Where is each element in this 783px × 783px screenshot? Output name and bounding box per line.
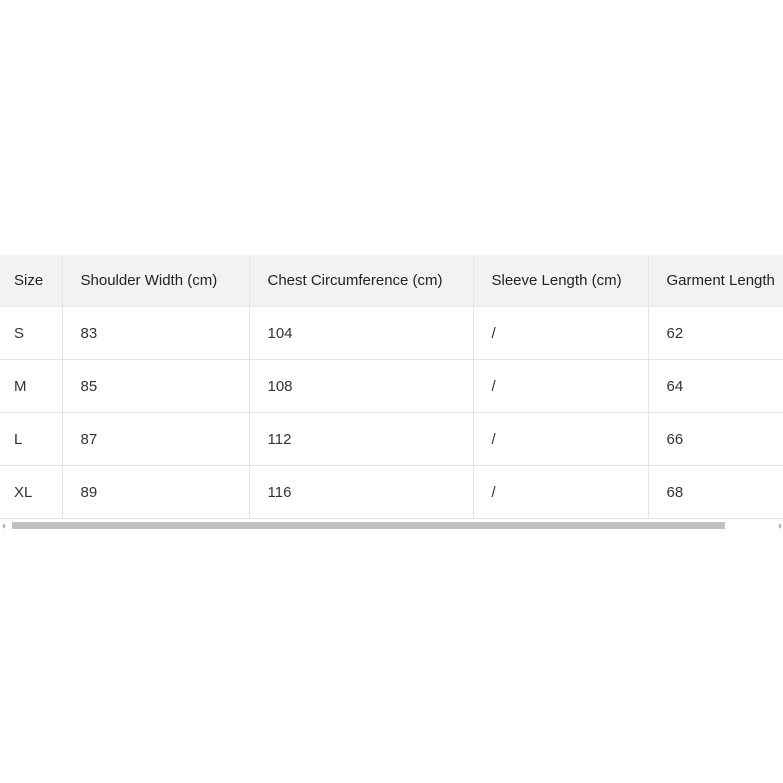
header-cell: Size [0, 255, 63, 307]
header-cell: Sleeve Length (cm) [473, 255, 649, 307]
table-cell: 64 [648, 359, 783, 413]
table-row: L 87 112/66 [0, 412, 783, 466]
table-cell: / [473, 412, 649, 466]
table-cell: 112 [249, 412, 474, 466]
table-cell: 87 [62, 412, 250, 466]
table-row: M 85 108/64 [0, 359, 783, 413]
table-cell: M [0, 359, 63, 413]
header-row: Size Shoulder Width (cm) Chest Circumferen… [0, 255, 783, 307]
table-row: XL 89 116/68 [0, 465, 783, 519]
scroll-left-arrow[interactable] [2, 523, 5, 529]
table-cell: S [0, 306, 63, 360]
table-cell: 66 [648, 412, 783, 466]
table-cell: 89 [62, 465, 250, 519]
table-cell: 85 [62, 359, 250, 413]
table-cell: XL [0, 465, 63, 519]
table-container: Size Shoulder Width (cm) Chest Circumferen… [0, 255, 783, 519]
scroll-right-arrow[interactable] [779, 523, 782, 529]
table-cell: 116 [249, 465, 474, 519]
table-cell: 108 [249, 359, 474, 413]
table-cell: / [473, 465, 649, 519]
header-cell: Garment Length [648, 255, 783, 307]
table-cell: / [473, 359, 649, 413]
scroll-thumb[interactable] [12, 522, 725, 529]
table-body: S 83 104/62 M 85 108/64 L 87 112/66 XL 89 116/68 [0, 306, 783, 519]
horizontal-scrollbar[interactable] [0, 519, 783, 530]
table-cell: L [0, 412, 63, 466]
header-cell: Shoulder Width (cm) [62, 255, 250, 307]
table-cell: / [473, 306, 649, 360]
table-cell: 62 [648, 306, 783, 360]
size-table: Size Shoulder Width (cm) Chest Circumferen… [0, 255, 783, 519]
table-row: S 83 104/62 [0, 306, 783, 360]
table-cell: 104 [249, 306, 474, 360]
table-cell: 83 [62, 306, 250, 360]
table-cell: 68 [648, 465, 783, 519]
table-head: Size Shoulder Width (cm) Chest Circumferen… [0, 255, 783, 307]
header-cell: Chest Circumference (cm) [249, 255, 474, 307]
